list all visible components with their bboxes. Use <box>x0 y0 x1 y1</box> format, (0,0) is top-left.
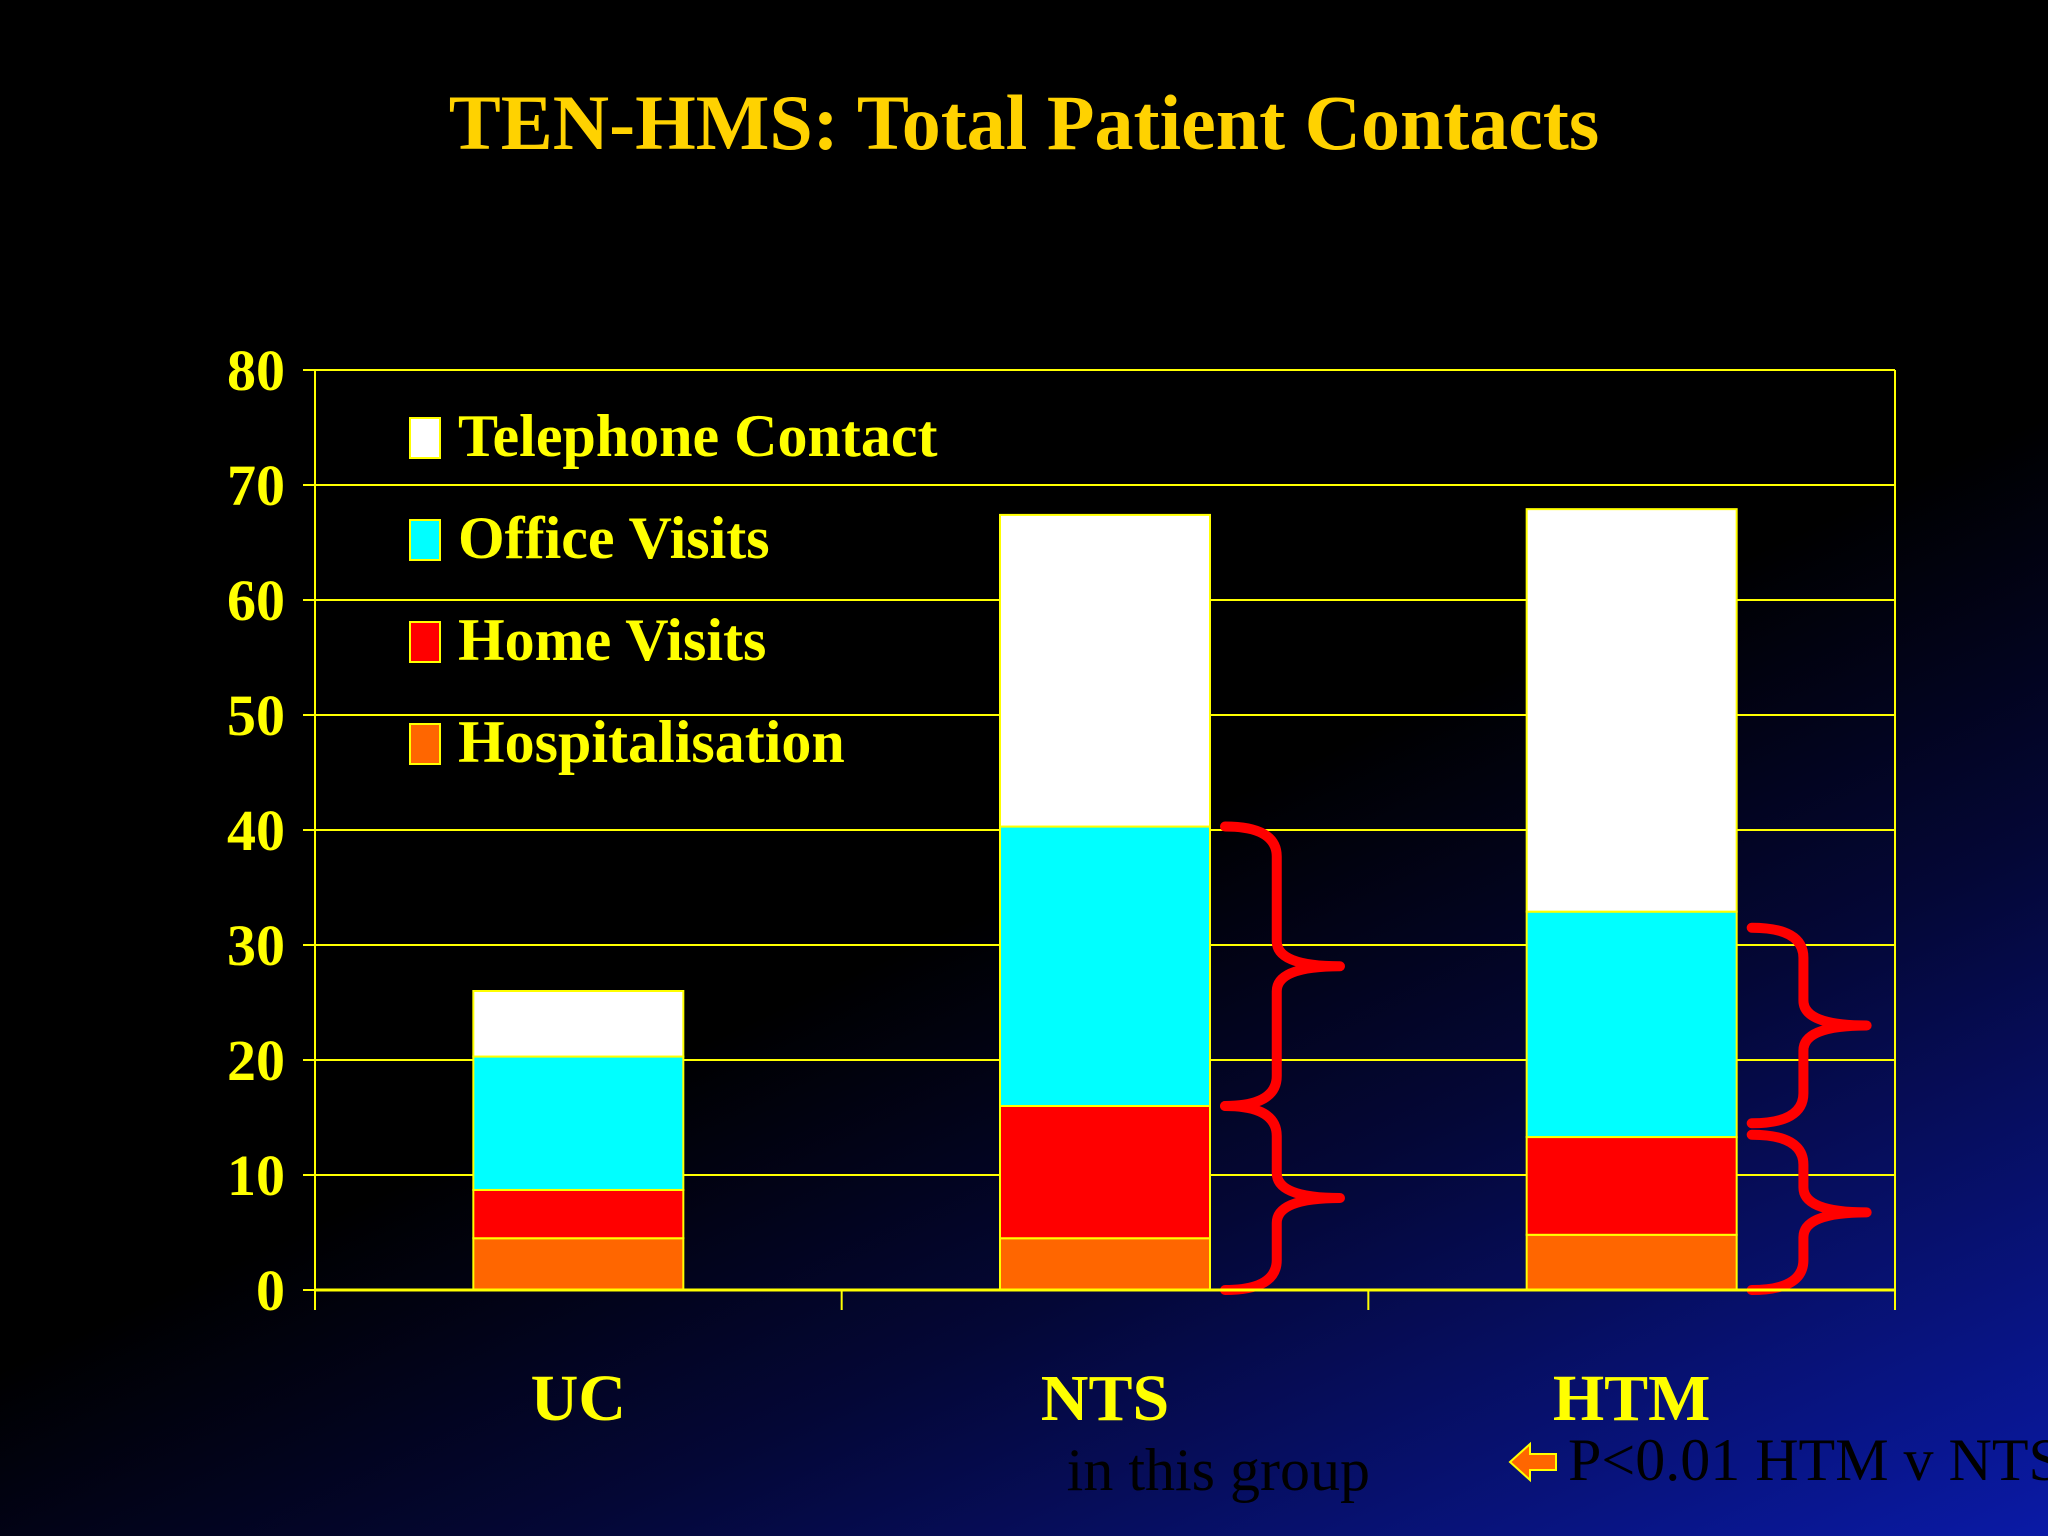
bar-segment-telephone-contact-nts <box>999 513 1211 828</box>
x-category-label: NTS <box>1041 1362 1169 1435</box>
legend-swatch-home-visits <box>409 621 441 663</box>
bar-segment-hospitalisation-htm <box>1525 1233 1738 1292</box>
legend-swatch-telephone-contact <box>409 417 441 459</box>
bar-segment-office-visits-nts <box>999 825 1211 1107</box>
legend-label-home-visits: Home Visits <box>458 607 766 673</box>
left-arrow-icon <box>1508 1441 1557 1483</box>
bar-segment-hospitalisation-uc <box>472 1237 685 1291</box>
bar-segment-home-visits-nts <box>999 1105 1211 1240</box>
curly-bracket-htm <box>1746 922 1872 1129</box>
legend: Telephone Contact Office Visits Home Visit… <box>409 403 937 775</box>
legend-swatch-hospitalisation <box>409 723 441 765</box>
y-tick-label: 0 <box>256 1258 285 1323</box>
legend-label-telephone-contact: Telephone Contact <box>458 403 937 469</box>
footnotes: in this group P<0.01 HTM v NTS <box>1067 1427 2048 1503</box>
footnote-right: P<0.01 HTM v NTS <box>1568 1427 2048 1493</box>
bar-segment-telephone-contact-htm <box>1525 508 1738 913</box>
bar-segment-home-visits-uc <box>472 1188 685 1240</box>
bar-segment-office-visits-uc <box>472 1055 685 1191</box>
x-category-label: UC <box>531 1362 626 1435</box>
y-tick-label: 80 <box>227 338 285 403</box>
bar-segment-telephone-contact-uc <box>472 990 685 1058</box>
legend-label-hospitalisation: Hospitalisation <box>458 709 845 775</box>
axes: 0 10 20 30 40 50 60 70 80 UC NTS HTM <box>227 338 1896 1435</box>
footnote-left: in this group <box>1067 1437 1370 1503</box>
significance-brackets <box>1220 821 1872 1295</box>
x-category-label: HTM <box>1553 1362 1711 1435</box>
legend-swatch-office-visits <box>409 519 441 561</box>
slide-title: TEN-HMS: Total Patient Contacts <box>448 79 1600 166</box>
bars <box>472 508 1738 1292</box>
curly-bracket-nts <box>1220 1101 1345 1295</box>
y-tick-label: 50 <box>227 683 285 748</box>
y-tick-label: 10 <box>227 1143 285 1208</box>
y-tick-label: 20 <box>227 1028 285 1093</box>
curly-bracket-nts <box>1220 821 1345 1111</box>
bar-segment-office-visits-htm <box>1525 910 1738 1139</box>
legend-label-office-visits: Office Visits <box>458 505 770 571</box>
y-tick-label: 40 <box>227 798 285 863</box>
curly-bracket-htm <box>1746 1129 1872 1295</box>
y-tick-label: 70 <box>227 453 285 518</box>
bar-segment-hospitalisation-nts <box>999 1237 1211 1291</box>
y-tick-label: 30 <box>227 913 285 978</box>
y-tick-label: 60 <box>227 568 285 633</box>
bar-segment-home-visits-htm <box>1525 1136 1738 1236</box>
